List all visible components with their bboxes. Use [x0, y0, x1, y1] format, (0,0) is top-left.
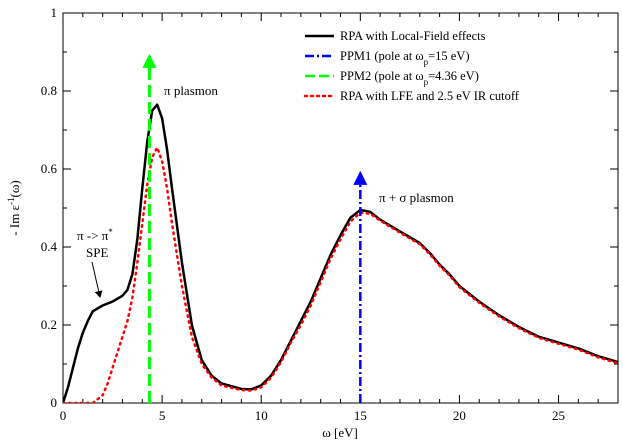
y-tick-label: 0: [51, 395, 58, 410]
x-tick-label: 15: [354, 408, 367, 423]
legend: RPA with Local-Field effects PPM1 (pole …: [303, 29, 520, 103]
x-tick-label: 10: [255, 408, 268, 423]
y-tick-label: 0.8: [41, 83, 57, 98]
arrow-heads: [142, 53, 368, 185]
y-axis-label: - Im ε-1(ω): [6, 180, 22, 235]
annotation-arrow: [91, 261, 103, 298]
legend-label-rpa-cutoff: RPA with LFE and 2.5 eV IR cutoff: [340, 89, 520, 103]
series-layer: [63, 55, 618, 403]
series-line: [63, 146, 618, 403]
annotation-pi-sigma-plasmon: π + σ plasmon: [379, 190, 454, 205]
y-tick-label: 0.2: [41, 317, 57, 332]
legend-label-rpa-lfe: RPA with Local-Field effects: [340, 29, 486, 43]
x-tick-label: 0: [60, 408, 67, 423]
x-tick-label: 5: [159, 408, 166, 423]
x-tick-label: 25: [552, 408, 565, 423]
y-tick-label: 1: [51, 5, 58, 20]
pole-arrow-head: [142, 53, 157, 68]
annotation-pi-plasmon: π plasmon: [164, 83, 218, 98]
x-tick-label: 20: [453, 408, 466, 423]
x-axis-label: ω [eV]: [322, 425, 358, 440]
annotation-spe: SPE: [86, 245, 108, 260]
axis-ticks: 0 5 10 15 20 25 0 0.2 0.4 0.6 0.8 1: [41, 5, 619, 423]
pole-arrow-head: [353, 170, 368, 185]
legend-label-ppm1: PPM1 (pole at ωp=15 eV): [340, 49, 470, 67]
y-tick-label: 0.4: [41, 239, 58, 254]
series-line: [63, 103, 618, 403]
legend-label-ppm2: PPM2 (pole at ωp=4.36 eV): [340, 69, 479, 87]
y-tick-label: 0.6: [41, 161, 58, 176]
annotation-pi-pi-star: π -> π*: [77, 227, 113, 243]
